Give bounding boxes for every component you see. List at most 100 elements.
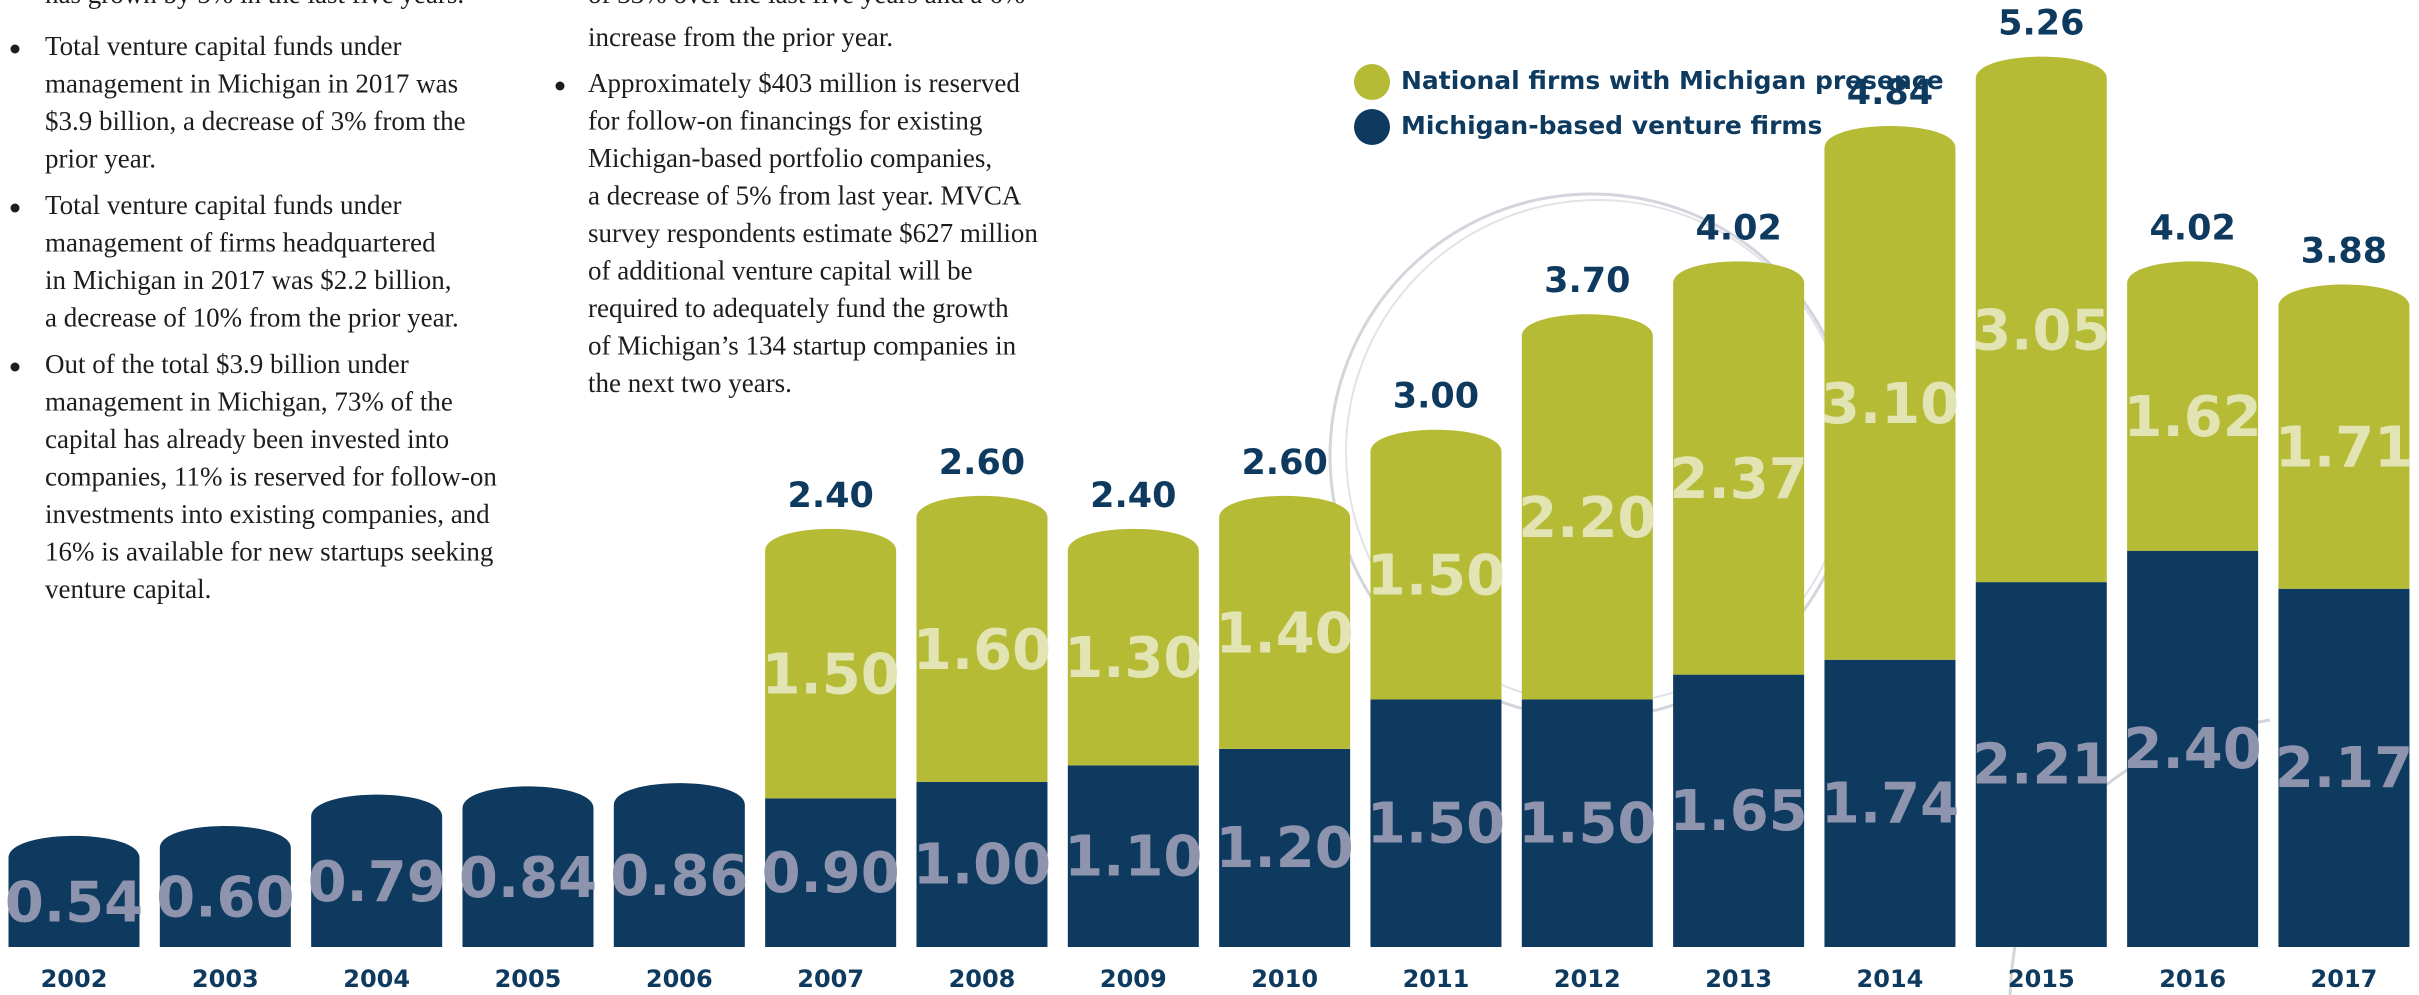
bar-segment [159,826,291,947]
segment-label: 1.10 [1064,824,1202,889]
total-label: 3.00 [1393,377,1479,417]
total-label: 4.02 [1695,208,1781,248]
bar-segment [1219,748,1351,947]
x-tick-label: 2013 [1705,965,1772,993]
x-tick-label: 2017 [2311,965,2378,993]
total-label: 5.26 [1998,4,2084,44]
x-tick-label: 2006 [646,965,713,993]
x-tick-label: 2016 [2159,965,2226,993]
legend-swatch [1354,64,1390,100]
bullet-line: Total venture capital funds under [45,190,401,220]
legend-label: National firms with Michigan presence [1401,66,1944,95]
bar-segment [1521,699,1653,947]
segment-label: 1.20 [1216,816,1354,881]
bullet-line: capital has already been invested into [45,424,449,454]
bar-segment [2278,284,2410,589]
segment-label: 1.50 [1518,791,1656,856]
segment-label: 0.60 [156,866,294,931]
bullet-line: management in Michigan in 2017 was [45,69,458,99]
paragraph-line: of 33% over the last five years and a 6% [588,0,1025,9]
segment-label: 3.10 [1821,372,1959,437]
x-tick-label: 2012 [1554,965,1621,993]
bullet-dot [10,362,20,372]
bar-segment [1521,314,1653,700]
bar-segment [462,786,594,947]
segment-label: 0.79 [308,850,446,915]
legend-swatch [1354,109,1390,145]
total-label: 2.40 [787,476,873,516]
segment-label: 2.21 [1972,733,2110,798]
bullet-line: Total venture capital funds under [45,31,401,61]
segment-label: 0.84 [459,846,597,911]
x-tick-label: 2008 [949,965,1016,993]
bar-segment [1824,659,1956,947]
bullet-dot [10,203,20,213]
bar-segment [916,495,1048,782]
segment-label: 1.50 [762,643,900,708]
segment-label: 1.00 [913,833,1051,898]
bullet-dot [10,44,20,54]
x-tick-label: 2014 [1857,965,1924,993]
segment-label: 1.65 [1670,779,1808,844]
total-label: 2.40 [1090,476,1176,516]
bar-segment [1370,699,1502,947]
segment-label: 1.50 [1367,791,1505,856]
bar-segment [2127,550,2259,947]
bar-segment [1975,582,2107,947]
x-tick-label: 2005 [495,965,562,993]
bar-segment [311,794,443,947]
x-tick-label: 2010 [1251,965,1318,993]
total-label: 3.70 [1544,261,1630,301]
bar-segment [1824,126,1956,660]
paragraph-line: increase from the prior year. [588,22,893,52]
bullet-line: in Michigan in 2017 was $2.2 billion, [45,265,451,295]
bullet-line: a decrease of 10% from the prior year. [45,303,459,333]
x-tick-label: 2007 [797,965,864,993]
segment-label: 1.71 [2275,416,2413,481]
bullet-line: 16% is available for new startups seekin… [45,537,493,567]
bullet-dot [555,81,565,91]
x-tick-label: 2004 [343,965,410,993]
bar-segment [1673,674,1805,947]
bullet-line: management in Michigan, 73% of the [45,387,453,417]
bar-segment [1067,528,1199,766]
segment-label: 3.05 [1972,299,2110,364]
segment-label: 2.37 [1670,447,1808,512]
bullet-line: the next two years. [588,368,792,398]
segment-label: 2.40 [2124,717,2262,782]
bullet-line: of additional venture capital will be [588,256,973,286]
bullet-line: Approximately $403 million is reserved [588,68,1020,98]
bullet-line: Michigan-based portfolio companies, [588,143,992,173]
total-label: 2.60 [1241,443,1327,483]
segment-label: 2.17 [2275,736,2413,801]
x-tick-label: 2011 [1403,965,1470,993]
segment-label: 1.62 [2124,385,2262,450]
content: has grown by 5% in the last five years. T… [5,0,2413,993]
x-tick-label: 2002 [41,965,108,993]
bar-segment [765,528,897,799]
segment-label: 0.86 [610,844,748,909]
segment-label: 1.30 [1064,626,1202,691]
bullet-line: venture capital. [45,574,211,604]
total-label: 3.88 [2301,231,2387,271]
bar-segment [1067,765,1199,947]
bullet-line: a decrease of 5% from last year. MVCA [588,181,1022,211]
total-label: 2.60 [939,443,1025,483]
bullet-line: of Michigan’s 134 startup companies in [588,331,1017,361]
segment-label: 2.20 [1518,486,1656,551]
bullet-line: for follow-on financings for existing [588,106,982,136]
legend-label: Michigan-based venture firms [1401,111,1822,140]
segment-label: 1.60 [913,618,1051,683]
bar-segment [2127,261,2259,551]
bar-segment [765,798,897,947]
bar-segment [1370,429,1502,700]
segment-label: 1.74 [1821,772,1959,837]
paragraph-line: has grown by 5% in the last five years. [45,0,464,9]
x-tick-label: 2009 [1100,965,1167,993]
bar-segment [8,835,140,947]
total-label: 4.02 [2149,208,2235,248]
bullet-line: prior year. [45,144,156,174]
bar-segment [1975,56,2107,583]
bullet-line: management of firms headquartered [45,228,436,258]
